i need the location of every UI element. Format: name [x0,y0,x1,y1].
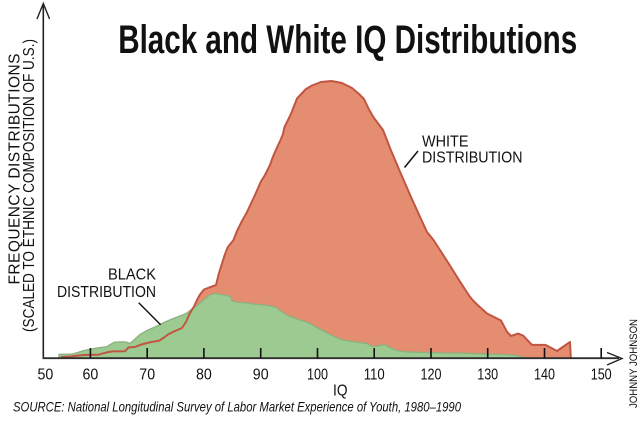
svg-text:FREQUENCY DISTRIBUTIONS: FREQUENCY DISTRIBUTIONS [7,54,24,285]
svg-text:110: 110 [364,366,385,383]
svg-text:(SCALED TO ETHNIC COMPOSITION: (SCALED TO ETHNIC COMPOSITION OF U.S.) [21,39,38,332]
svg-text:JOHNNY JOHNSON: JOHNNY JOHNSON [628,319,640,408]
svg-text:IQ: IQ [333,383,348,400]
svg-text:WHITE: WHITE [422,134,469,151]
svg-text:130: 130 [477,366,498,383]
svg-text:140: 140 [534,366,555,383]
svg-text:60: 60 [83,366,99,383]
svg-text:80: 80 [196,366,212,383]
svg-text:100: 100 [307,366,328,383]
svg-text:SOURCE: National Longitudinal: SOURCE: National Longitudinal Survey of … [13,399,461,415]
svg-text:50: 50 [38,366,54,383]
svg-text:120: 120 [421,366,442,383]
svg-text:DISTRIBUTION: DISTRIBUTION [57,284,156,301]
svg-text:70: 70 [139,366,155,383]
svg-text:BLACK: BLACK [108,267,156,284]
svg-text:90: 90 [253,366,269,383]
svg-text:150: 150 [591,366,612,383]
svg-text:Black and White IQ Distributio: Black and White IQ Distributions [118,18,577,62]
svg-text:DISTRIBUTION: DISTRIBUTION [422,149,523,166]
